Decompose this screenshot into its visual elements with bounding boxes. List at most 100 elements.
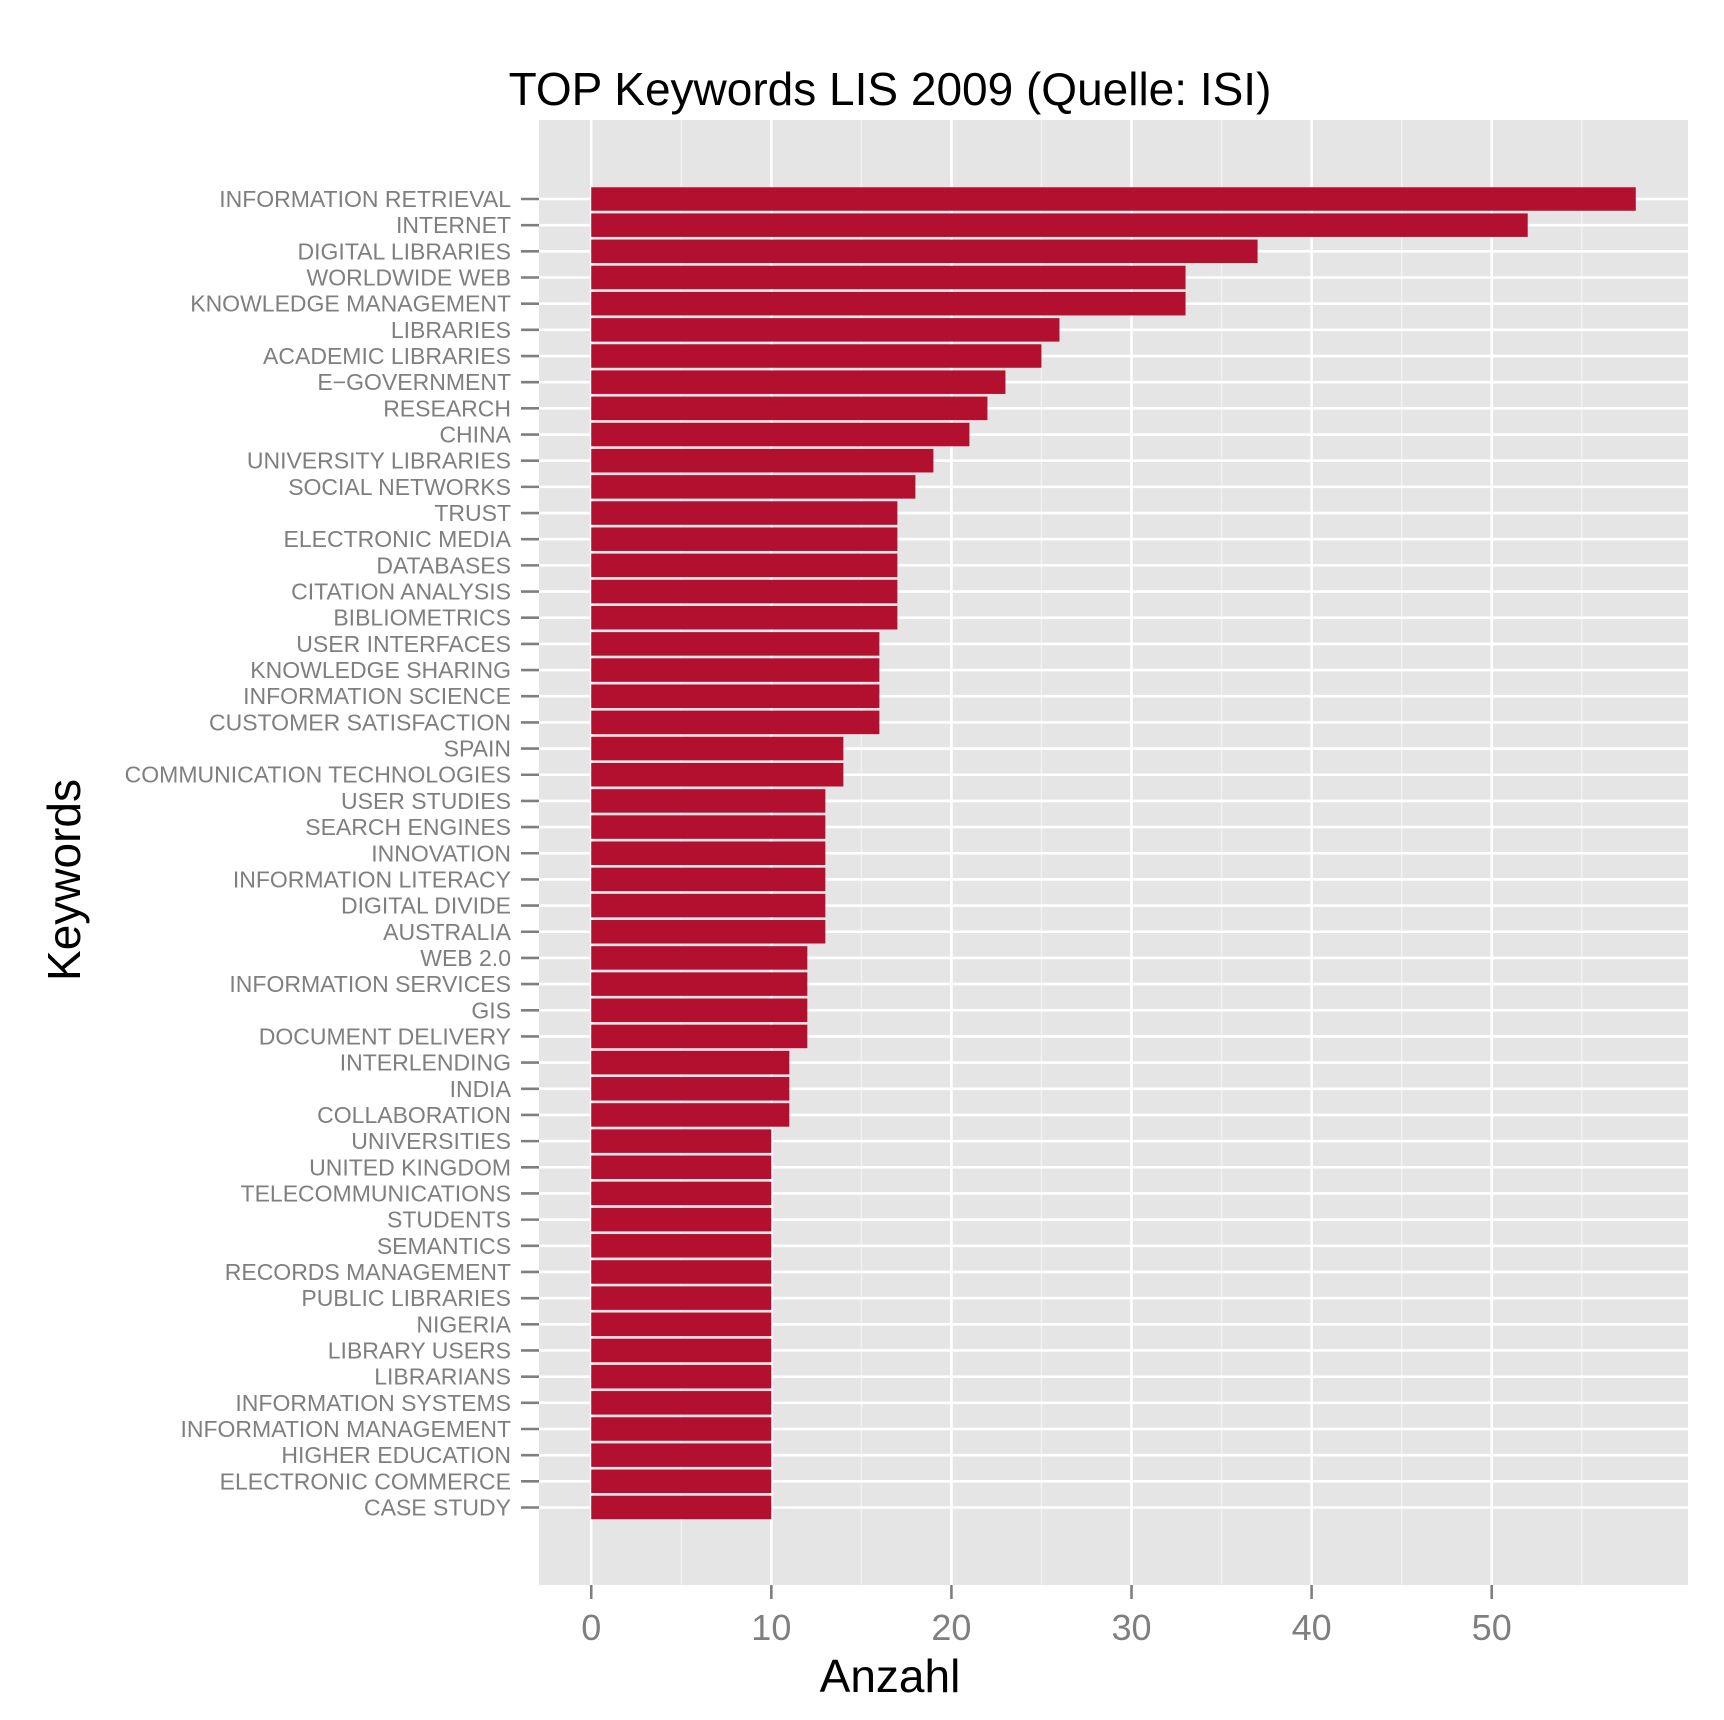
bar: [591, 946, 808, 970]
y-tick-label: LIBRARIES: [391, 317, 511, 343]
y-tick-label: COLLABORATION: [317, 1102, 511, 1128]
x-tick-label: 40: [1292, 1607, 1332, 1648]
y-tick-label: PUBLIC LIBRARIES: [301, 1285, 511, 1311]
bar: [591, 1155, 772, 1180]
y-tick-label: HIGHER EDUCATION: [281, 1442, 511, 1468]
y-tick-label: DIGITAL LIBRARIES: [298, 238, 511, 264]
bar: [591, 893, 826, 918]
bar: [591, 1495, 772, 1520]
y-tick-label: UNIVERSITY LIBRARIES: [247, 448, 511, 474]
y-tick-label: INFORMATION LITERACY: [233, 866, 511, 892]
y-tick-label: WEB 2.0: [420, 945, 511, 971]
bar: [591, 632, 880, 656]
bar: [591, 1391, 772, 1415]
y-tick-label: TRUST: [434, 500, 511, 526]
y-tick-label: INTERNET: [396, 212, 511, 238]
y-tick-label: SPAIN: [444, 736, 511, 762]
bar: [591, 815, 826, 839]
y-tick-label: AUSTRALIA: [383, 919, 511, 945]
bar: [591, 867, 826, 892]
bar: [591, 1417, 772, 1441]
y-tick-label: UNIVERSITIES: [351, 1128, 511, 1154]
y-tick-label: INTERLENDING: [340, 1050, 511, 1076]
y-tick-label: INFORMATION SERVICES: [229, 971, 511, 997]
y-tick-label: CUSTOMER SATISFACTION: [209, 709, 511, 735]
chart-title: TOP Keywords LIS 2009 (Quelle: ISI): [509, 63, 1272, 115]
y-tick-label: LIBRARY USERS: [328, 1337, 511, 1363]
y-tick-label: USER INTERFACES: [296, 631, 511, 657]
y-tick-label: INFORMATION SYSTEMS: [235, 1390, 511, 1416]
bar: [591, 1260, 772, 1284]
x-tick-label: 0: [581, 1607, 601, 1648]
bar: [591, 1286, 772, 1310]
bar: [591, 1129, 772, 1153]
y-tick-label: INDIA: [450, 1076, 512, 1102]
y-tick-label: SEARCH ENGINES: [305, 814, 511, 840]
y-axis-title: Keywords: [38, 779, 90, 981]
y-tick-label: CASE STUDY: [364, 1495, 511, 1521]
bar: [591, 370, 1006, 394]
bar: [591, 187, 1636, 211]
bar: [591, 736, 844, 761]
y-tick-label: WORLDWIDE WEB: [307, 265, 511, 291]
y-tick-label: DOCUMENT DELIVERY: [259, 1023, 511, 1049]
bar: [591, 553, 898, 578]
y-tick-label: INFORMATION SCIENCE: [243, 683, 511, 709]
x-axis-title: Anzahl: [820, 1650, 961, 1702]
y-tick-label: GIS: [471, 997, 511, 1023]
y-tick-label: DIGITAL DIVIDE: [341, 893, 511, 919]
y-tick-label: SEMANTICS: [377, 1233, 511, 1259]
y-tick-label: UNITED KINGDOM: [309, 1154, 511, 1180]
y-tick-label: INNOVATION: [371, 840, 511, 866]
bar: [591, 684, 880, 708]
y-tick-label: KNOWLEDGE MANAGEMENT: [190, 291, 511, 317]
bar: [591, 1050, 790, 1075]
bar: [591, 920, 826, 944]
bar: [591, 1338, 772, 1363]
y-tick-label: USER STUDIES: [341, 788, 511, 814]
y-tick-label: KNOWLEDGE SHARING: [250, 657, 511, 683]
bar: [591, 1077, 790, 1101]
bar: [591, 841, 826, 865]
bar: [591, 239, 1258, 264]
bar: [591, 475, 916, 499]
bar: [591, 998, 808, 1023]
y-tick-label: LIBRARIANS: [374, 1364, 511, 1390]
y-tick-label: CITATION ANALYSIS: [291, 579, 511, 605]
bar: [591, 1024, 808, 1049]
y-tick-label: E−GOVERNMENT: [317, 369, 511, 395]
y-tick-label: BIBLIOMETRICS: [333, 605, 511, 631]
bar: [591, 318, 1060, 342]
x-axis-ticks: 0 10 20 30 40 50: [581, 1585, 1512, 1648]
bar: [591, 396, 988, 421]
y-tick-label: INFORMATION RETRIEVAL: [219, 186, 511, 212]
y-tick-label: TELECOMMUNICATIONS: [241, 1180, 511, 1206]
bar: [591, 422, 970, 447]
bar: [591, 344, 1042, 368]
y-tick-label: COMMUNICATION TECHNOLOGIES: [125, 762, 511, 788]
x-tick-label: 30: [1111, 1607, 1151, 1648]
y-tick-label: STUDENTS: [387, 1207, 511, 1233]
y-tick-label: RESEARCH: [383, 395, 511, 421]
bar: [591, 1312, 772, 1337]
bar: [591, 605, 898, 630]
bar: [591, 1364, 772, 1389]
bar: [591, 1181, 772, 1206]
bar: [591, 291, 1186, 316]
bar: [591, 527, 898, 551]
bar: [591, 213, 1528, 237]
bar: [591, 1469, 772, 1494]
y-tick-label: ELECTRONIC MEDIA: [284, 526, 512, 552]
bar: [591, 658, 880, 682]
bar: [591, 710, 880, 735]
bar: [591, 789, 826, 813]
x-tick-label: 10: [751, 1607, 791, 1648]
bar: [591, 972, 808, 996]
y-tick-label: ELECTRONIC COMMERCE: [220, 1468, 511, 1494]
bar: [591, 1103, 790, 1127]
y-tick-label: INFORMATION MANAGEMENT: [180, 1416, 511, 1442]
bar: [591, 1207, 772, 1232]
bar: [591, 579, 898, 604]
